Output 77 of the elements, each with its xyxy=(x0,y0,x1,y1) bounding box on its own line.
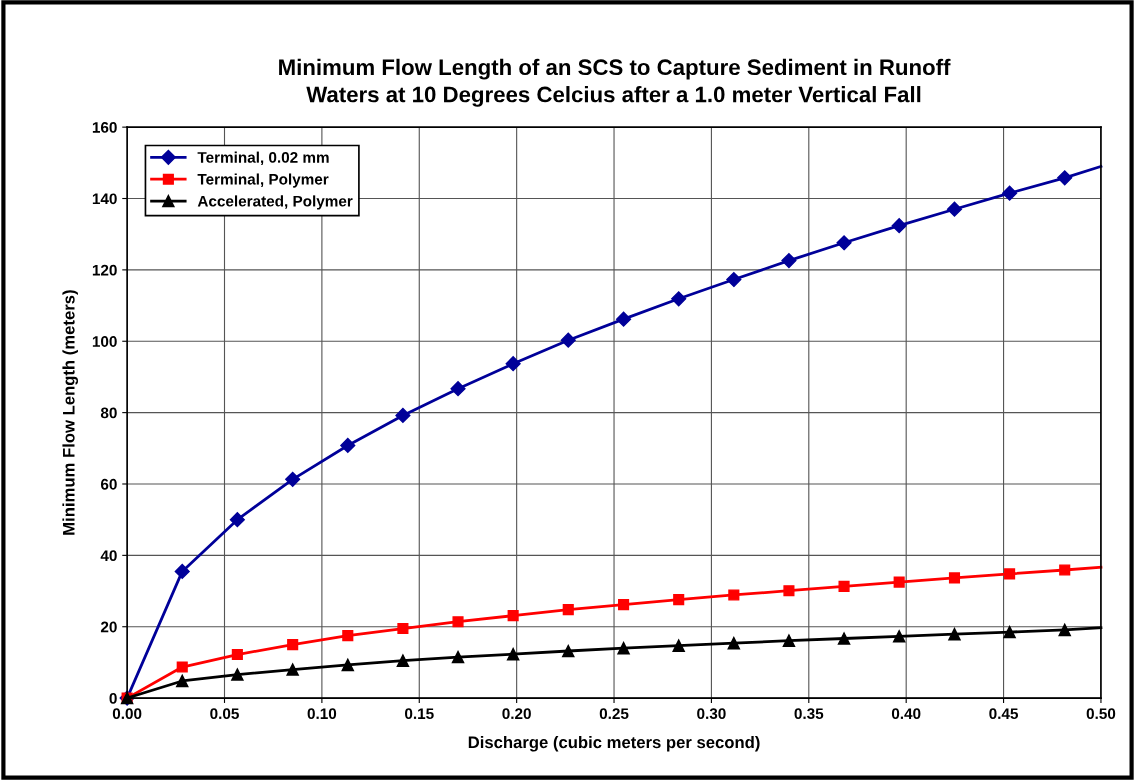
point xyxy=(616,311,632,327)
point xyxy=(1057,170,1073,186)
point xyxy=(340,437,356,454)
point xyxy=(618,599,630,611)
point xyxy=(231,649,243,661)
point xyxy=(783,585,795,597)
x-tick-label: 0.30 xyxy=(697,708,726,720)
point xyxy=(838,580,850,592)
y-tick-label: 60 xyxy=(100,478,117,490)
point xyxy=(948,627,961,641)
point xyxy=(1004,568,1016,580)
x-tick-label: 0.20 xyxy=(502,708,531,720)
point xyxy=(728,589,740,601)
point xyxy=(892,630,906,643)
point xyxy=(893,576,905,588)
point xyxy=(451,650,465,664)
point xyxy=(452,616,464,628)
point xyxy=(1002,185,1018,201)
x-tick-label: 0.10 xyxy=(307,708,337,720)
point xyxy=(395,407,411,424)
point xyxy=(175,674,189,688)
legend-label: Terminal, 0.02 mm xyxy=(197,151,329,166)
y-tick-label: 120 xyxy=(92,264,117,276)
point xyxy=(341,658,355,672)
point xyxy=(781,253,797,269)
y-tick-label: 0 xyxy=(109,692,117,704)
point xyxy=(560,332,576,348)
y-tick-label: 140 xyxy=(92,193,117,205)
point xyxy=(562,644,575,658)
point xyxy=(673,594,685,606)
point xyxy=(672,639,685,652)
legend-label: Terminal, Polymer xyxy=(197,173,329,188)
x-tick-label: 0.25 xyxy=(599,708,629,720)
point xyxy=(727,636,741,650)
point xyxy=(231,668,244,681)
point xyxy=(946,201,963,217)
point xyxy=(507,610,519,622)
point xyxy=(450,381,466,397)
y-tick-label: 100 xyxy=(92,336,117,347)
point xyxy=(891,218,907,234)
point xyxy=(726,271,742,288)
point xyxy=(1059,564,1071,576)
x-tick-label: 0.05 xyxy=(210,708,239,720)
point xyxy=(948,572,961,584)
x-tick-label: 0.40 xyxy=(891,708,921,720)
point xyxy=(396,654,410,667)
x-axis-title: Discharge (cubic meters per second) xyxy=(468,735,760,752)
y-axis-title: Minimum Flow Length (meters) xyxy=(62,290,79,535)
x-tick-label: 0.50 xyxy=(1086,708,1116,720)
y-tick-label: 160 xyxy=(92,122,117,133)
x-tick-label: 0.15 xyxy=(405,708,434,720)
x-tick-label: 0.45 xyxy=(989,708,1019,720)
point xyxy=(506,647,520,661)
point xyxy=(782,634,796,647)
point xyxy=(286,663,299,676)
point xyxy=(617,641,630,655)
point xyxy=(287,639,299,651)
point xyxy=(562,604,574,616)
point xyxy=(342,630,354,642)
point xyxy=(837,632,851,645)
point xyxy=(1058,623,1071,637)
point xyxy=(174,563,190,579)
y-tick-label: 40 xyxy=(100,550,117,562)
point xyxy=(505,356,521,372)
point xyxy=(229,512,245,528)
point xyxy=(1003,625,1016,639)
y-tick-label: 20 xyxy=(100,621,117,633)
point xyxy=(285,471,301,487)
point xyxy=(836,235,852,251)
point xyxy=(397,622,409,635)
y-tick-label: 80 xyxy=(100,407,117,419)
point xyxy=(176,661,188,673)
x-tick-label: 0.35 xyxy=(794,708,824,720)
chart-title: Minimum Flow Length of an SCS to Capture Sediment in Runoff Waters at 10 Degrees Celcius after a 1.0 meter Vertical Fall xyxy=(279,58,951,107)
point xyxy=(671,291,687,307)
x-tick-label: 0.00 xyxy=(112,708,142,720)
legend-label: Accelerated, Polymer xyxy=(197,195,353,210)
